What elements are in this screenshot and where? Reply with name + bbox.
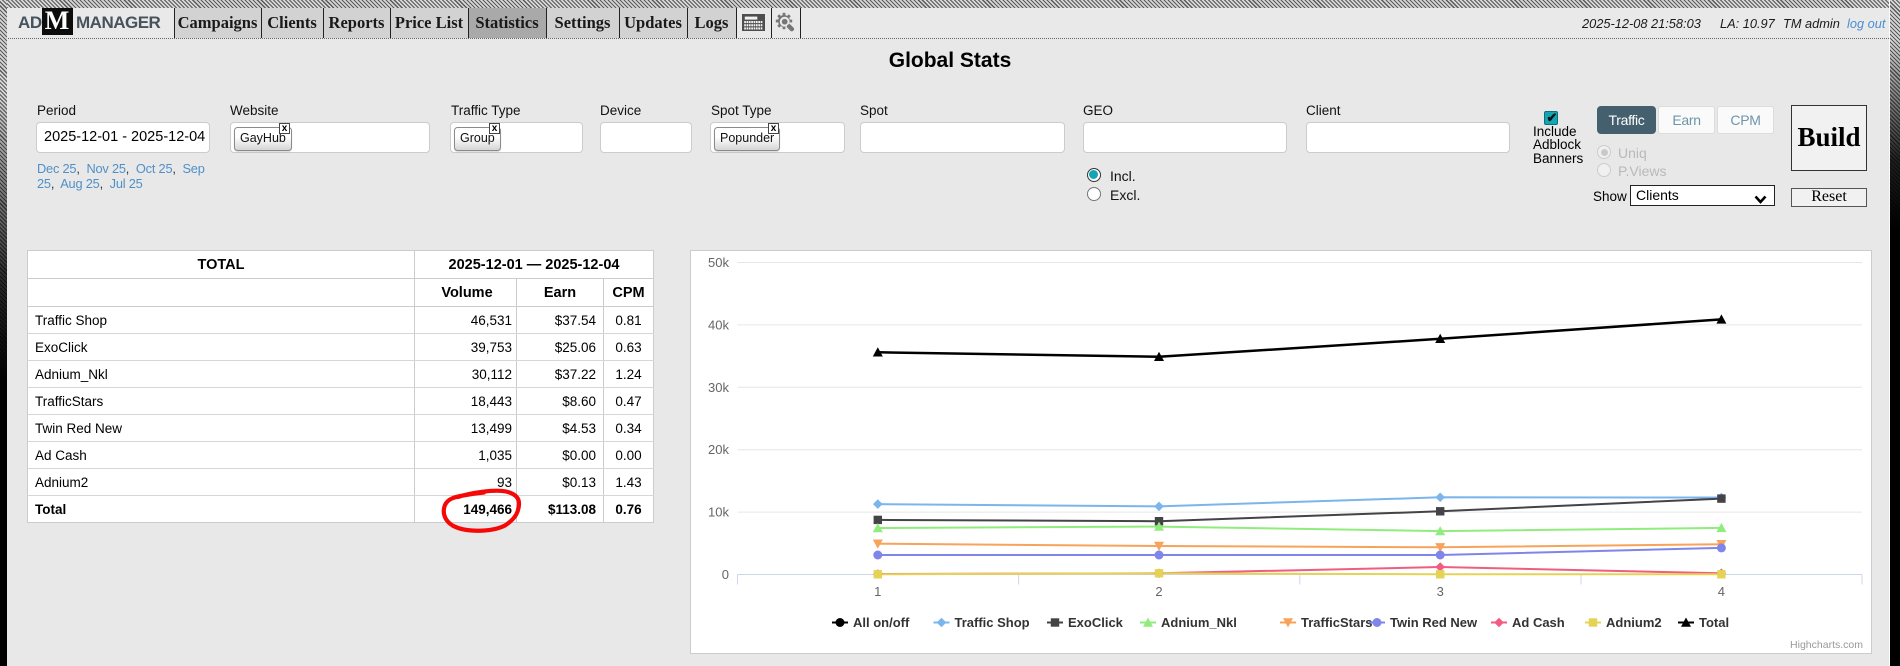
svg-text:4: 4 bbox=[1718, 584, 1725, 599]
svg-text:Total: Total bbox=[1699, 615, 1729, 630]
svg-text:TrafficStars: TrafficStars bbox=[1301, 615, 1373, 630]
svg-text:2: 2 bbox=[1155, 584, 1162, 599]
svg-text:50k: 50k bbox=[708, 255, 729, 270]
svg-text:Adnium2: Adnium2 bbox=[1606, 615, 1662, 630]
svg-text:30k: 30k bbox=[708, 380, 729, 395]
svg-text:10k: 10k bbox=[708, 505, 729, 520]
svg-text:Twin Red New: Twin Red New bbox=[1390, 615, 1478, 630]
svg-text:3: 3 bbox=[1437, 584, 1444, 599]
svg-text:Traffic Shop: Traffic Shop bbox=[955, 615, 1030, 630]
svg-text:ExoClick: ExoClick bbox=[1068, 615, 1124, 630]
svg-text:40k: 40k bbox=[708, 317, 729, 332]
svg-text:1: 1 bbox=[874, 584, 881, 599]
svg-text:Highcharts.com: Highcharts.com bbox=[1790, 639, 1863, 651]
svg-text:20k: 20k bbox=[708, 442, 729, 457]
svg-text:All on/off: All on/off bbox=[853, 615, 910, 630]
svg-text:Adnium_Nkl: Adnium_Nkl bbox=[1161, 615, 1237, 630]
svg-text:0: 0 bbox=[722, 567, 729, 582]
svg-text:Ad Cash: Ad Cash bbox=[1512, 615, 1565, 630]
